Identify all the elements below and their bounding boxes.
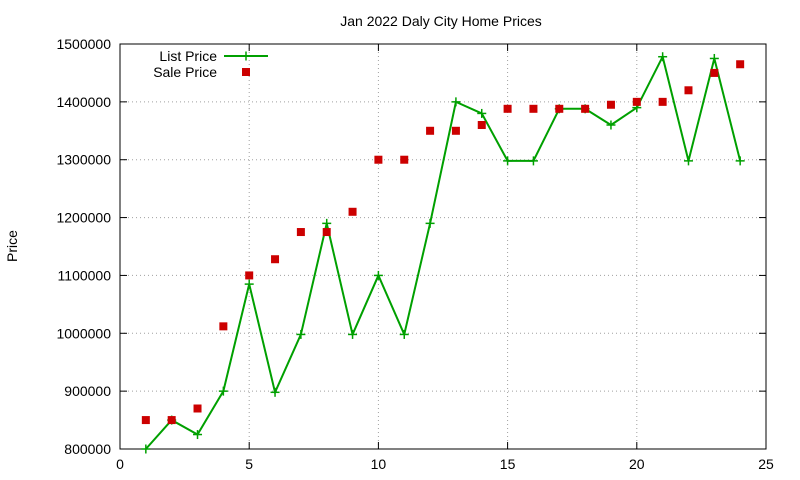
sale-price-point bbox=[141, 416, 150, 425]
list-price-point bbox=[477, 108, 487, 118]
grid bbox=[120, 44, 766, 449]
sale-price-point bbox=[529, 104, 538, 113]
sale-price-point bbox=[167, 416, 176, 425]
y-axis-label: Price bbox=[4, 230, 20, 262]
legend-label: List Price bbox=[159, 48, 217, 64]
sale-price-point bbox=[245, 271, 254, 280]
list-price-point bbox=[193, 430, 203, 440]
sale-price-point bbox=[684, 86, 693, 95]
list-price-point bbox=[709, 53, 719, 63]
list-price-point bbox=[425, 218, 435, 228]
list-price-line bbox=[145, 53, 742, 450]
x-tick-label: 15 bbox=[500, 456, 516, 472]
sale-price-point bbox=[736, 60, 745, 69]
list-price-point bbox=[528, 156, 538, 166]
list-price-point bbox=[658, 52, 668, 62]
sale-price-point bbox=[348, 207, 357, 216]
sale-price-point bbox=[581, 104, 590, 113]
x-tick-label: 5 bbox=[245, 456, 253, 472]
x-tick-label: 25 bbox=[758, 456, 774, 472]
y-tick-label: 1100000 bbox=[58, 267, 112, 283]
sale-price-point bbox=[400, 155, 409, 164]
y-tick-label: 900000 bbox=[64, 383, 111, 399]
sale-price-point bbox=[296, 228, 305, 237]
list-price-point bbox=[606, 120, 616, 130]
y-tick-label: 1400000 bbox=[56, 94, 111, 110]
y-tick-label: 1500000 bbox=[56, 36, 111, 52]
list-price-point bbox=[270, 387, 280, 397]
list-price-point bbox=[141, 444, 151, 454]
list-price-point bbox=[399, 329, 409, 339]
sale-price-point bbox=[271, 255, 280, 264]
list-price-point bbox=[451, 97, 461, 107]
sale-price-point bbox=[606, 100, 615, 109]
data-marks bbox=[141, 52, 745, 454]
sale-price-point bbox=[555, 104, 564, 113]
y-tick-label: 1300000 bbox=[56, 152, 111, 168]
sale-price-point bbox=[374, 155, 383, 164]
list-price-point bbox=[683, 156, 693, 166]
sale-price-point bbox=[219, 322, 228, 331]
x-tick-label: 20 bbox=[629, 456, 645, 472]
list-price-point bbox=[218, 386, 228, 396]
list-price-point bbox=[244, 279, 254, 289]
sale-price-point bbox=[710, 68, 719, 77]
legend-label: Sale Price bbox=[153, 64, 217, 80]
legend-swatch-square bbox=[242, 68, 250, 76]
plot-frame bbox=[119, 43, 767, 450]
y-tick-label: 800000 bbox=[64, 441, 111, 457]
axis-ticks: 0 5 10 15 20 25 800000 900000 1000000 1100000 1200… bbox=[56, 36, 774, 472]
x-tick-label: 10 bbox=[371, 456, 387, 472]
sale-price-point bbox=[503, 104, 512, 113]
list-price-point bbox=[373, 270, 383, 280]
sale-price-point bbox=[193, 404, 202, 413]
sale-price-point bbox=[632, 97, 641, 106]
sale-price-point bbox=[451, 126, 460, 135]
sale-price-point bbox=[477, 121, 486, 129]
list-price-point bbox=[348, 329, 358, 339]
sale-price-point bbox=[322, 228, 331, 237]
chart-title: Jan 2022 Daly City Home Prices bbox=[340, 13, 542, 29]
y-tick-label: 1000000 bbox=[56, 325, 111, 341]
list-price-point bbox=[322, 218, 332, 228]
list-price-point bbox=[296, 329, 306, 339]
y-tick-label: 1200000 bbox=[56, 210, 111, 226]
x-tick-label: 0 bbox=[116, 456, 124, 472]
list-price-point bbox=[503, 156, 513, 166]
sale-price-point bbox=[426, 126, 435, 135]
list-price-point bbox=[241, 51, 251, 61]
list-price-point bbox=[735, 156, 745, 166]
sale-price-point bbox=[658, 97, 667, 106]
